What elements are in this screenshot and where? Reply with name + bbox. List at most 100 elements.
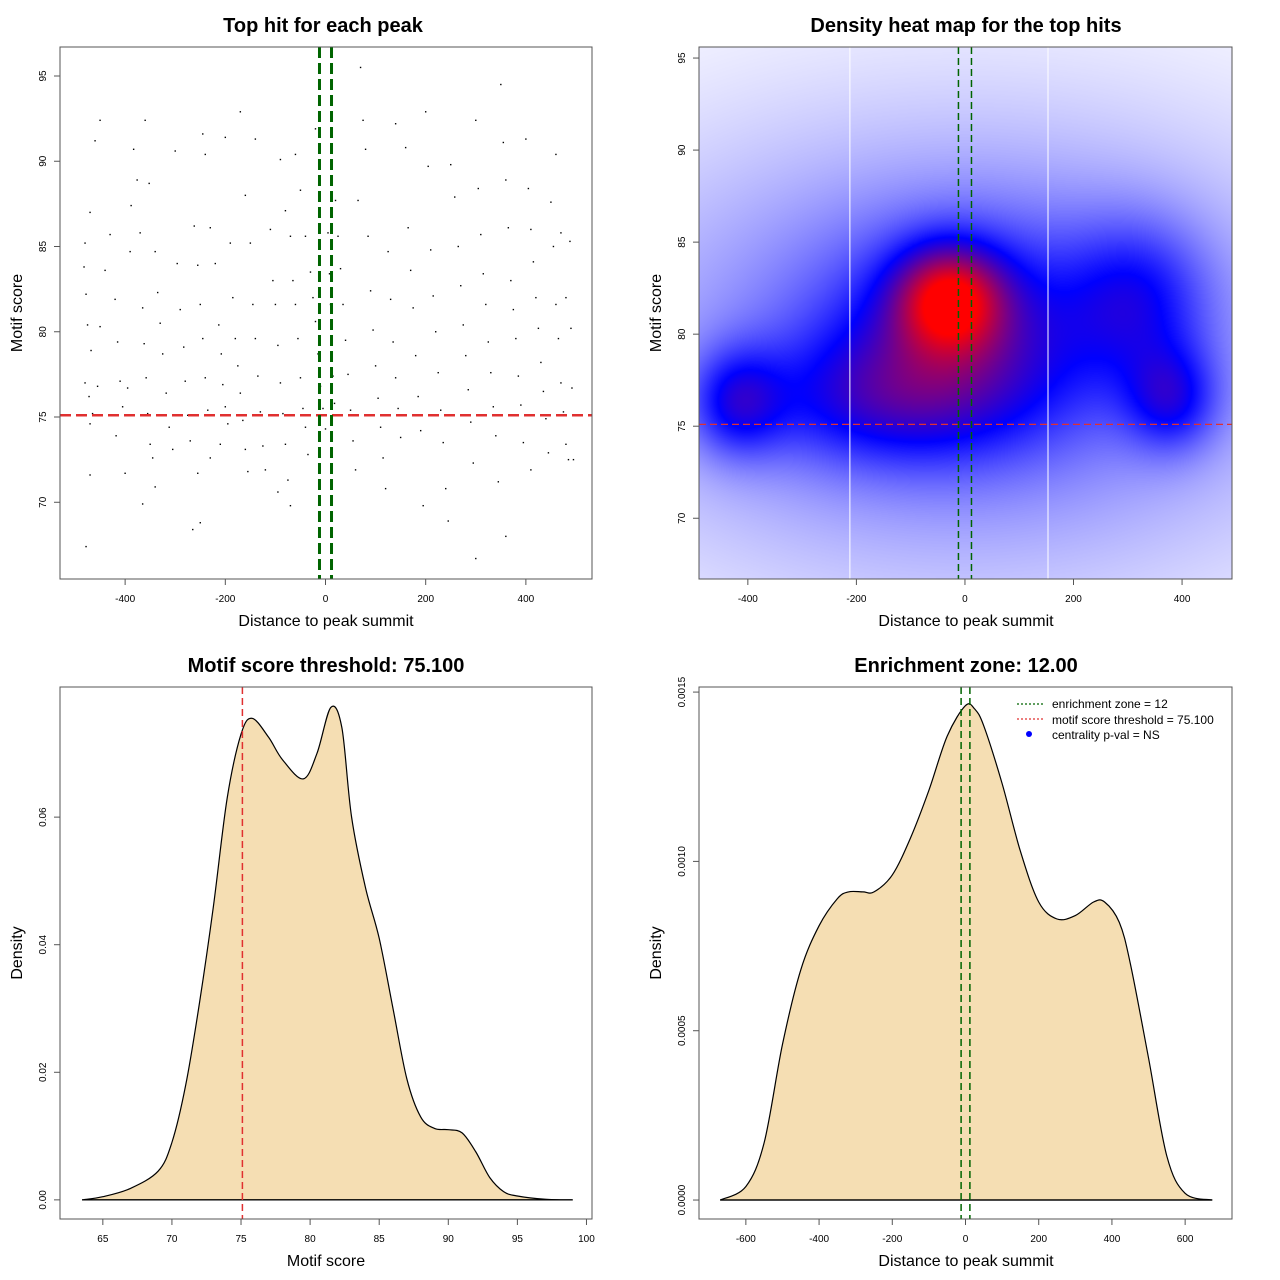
scatter-ylabel: Motif score: [9, 274, 26, 352]
scatter-point: [292, 279, 294, 282]
scatter-point: [84, 382, 86, 384]
scatter-point: [99, 119, 101, 122]
scatter-point: [522, 441, 525, 444]
scatter-point: [512, 308, 515, 311]
scatter-point: [197, 264, 199, 266]
scatter-point: [349, 409, 352, 411]
scatter-point: [146, 412, 149, 415]
y-tick-label: 75: [677, 420, 688, 432]
scatter-point: [480, 233, 482, 236]
scatter-point: [193, 225, 195, 227]
scatter-point: [234, 337, 237, 340]
x-tick-label: 0: [323, 594, 329, 605]
density-curve: [82, 705, 573, 1201]
scatter-point: [467, 389, 469, 391]
scatter-point: [490, 371, 492, 374]
scatter-point: [183, 346, 185, 348]
scatter-point: [347, 373, 349, 376]
scatter-point: [377, 397, 379, 399]
scatter-point: [282, 412, 284, 415]
scatter-point: [159, 322, 161, 324]
scatter-point: [90, 349, 92, 352]
x-tick-label: 200: [417, 594, 434, 605]
scatter-point: [537, 327, 540, 330]
scatter-point: [207, 409, 209, 411]
scatter-point: [535, 296, 537, 299]
scatter-title: Top hit for each peak: [223, 15, 424, 37]
scatter-point: [437, 371, 439, 374]
x-tick-label: 200: [1030, 1234, 1047, 1245]
scatter-point: [302, 407, 304, 410]
scatter-point: [83, 266, 85, 268]
heatmap-ylabel: Motif score: [648, 274, 665, 352]
scatter-point: [192, 528, 194, 531]
scatter-point: [294, 303, 297, 306]
scatter-point: [289, 235, 292, 237]
scatter-point: [354, 469, 357, 471]
scatter-point: [244, 194, 247, 197]
x-tick-label: 200: [1065, 594, 1082, 605]
scatter-point: [141, 503, 144, 505]
scatter-point: [179, 308, 181, 311]
scatter-point: [505, 179, 507, 181]
scatter-point: [562, 411, 565, 413]
scatter-point: [284, 209, 287, 212]
scatter-point: [84, 242, 86, 244]
scatter-point: [289, 504, 292, 507]
scatter-point: [475, 557, 477, 560]
x-tick-label: 0: [963, 1234, 969, 1245]
legend-centrality-label: centrality p-val = NS: [1052, 728, 1160, 742]
x-tick-label: 95: [512, 1234, 524, 1245]
scatter-point: [333, 402, 336, 405]
scatter-point: [379, 426, 382, 428]
scatter-point: [540, 361, 542, 364]
scatter-point: [89, 474, 91, 476]
scatter-point: [545, 418, 547, 420]
scatter-point: [407, 227, 409, 229]
scatter-point: [254, 138, 257, 140]
scatter-point: [257, 375, 259, 377]
x-tick-label: 0: [962, 594, 968, 605]
scatter-point: [239, 392, 242, 394]
scatter-point: [151, 457, 154, 459]
scatter-point: [156, 291, 159, 294]
legend-zone-label: enrichment zone = 12: [1052, 697, 1168, 711]
scatter-point: [148, 182, 150, 185]
scatter-point: [404, 146, 407, 149]
scatter-point: [244, 448, 247, 451]
y-tick-label: 80: [677, 328, 688, 340]
scatter-point: [161, 353, 164, 355]
scatter-point: [507, 227, 510, 229]
scatter-point: [126, 387, 129, 389]
heatmap-title: Density heat map for the top hits: [810, 15, 1121, 37]
scatter-point: [209, 457, 211, 459]
scatter-point: [445, 487, 447, 490]
y-tick-label: 0.0010: [677, 846, 688, 877]
scatter-point: [367, 235, 369, 237]
scatter-point: [442, 441, 444, 444]
scatter-point: [542, 390, 545, 393]
scatter-point: [287, 479, 289, 481]
scatter-point: [557, 337, 560, 340]
x-tick-label: 600: [1177, 1234, 1194, 1245]
scatter-point: [115, 435, 117, 437]
scatter-point: [121, 406, 124, 408]
scatter-point: [99, 325, 101, 328]
scatter-point: [502, 141, 505, 144]
distance-density-ylabel: Density: [648, 926, 665, 979]
distance-density-xlabel: Distance to peak summit: [878, 1253, 1054, 1270]
scatter-point: [492, 406, 495, 408]
y-tick-label: 0.0000: [677, 1184, 688, 1215]
scatter-point: [339, 267, 342, 270]
scatter-point: [132, 148, 135, 151]
scatter-point: [204, 153, 206, 156]
y-tick-label: 0.04: [38, 935, 49, 955]
scatter-point: [362, 119, 364, 122]
scatter-point: [154, 250, 156, 253]
scatter-point: [560, 382, 562, 384]
scatter-point: [176, 262, 178, 265]
density-heatmap-raster: [699, 47, 1232, 579]
scatter-point: [550, 201, 552, 203]
scatter-point: [197, 472, 199, 474]
